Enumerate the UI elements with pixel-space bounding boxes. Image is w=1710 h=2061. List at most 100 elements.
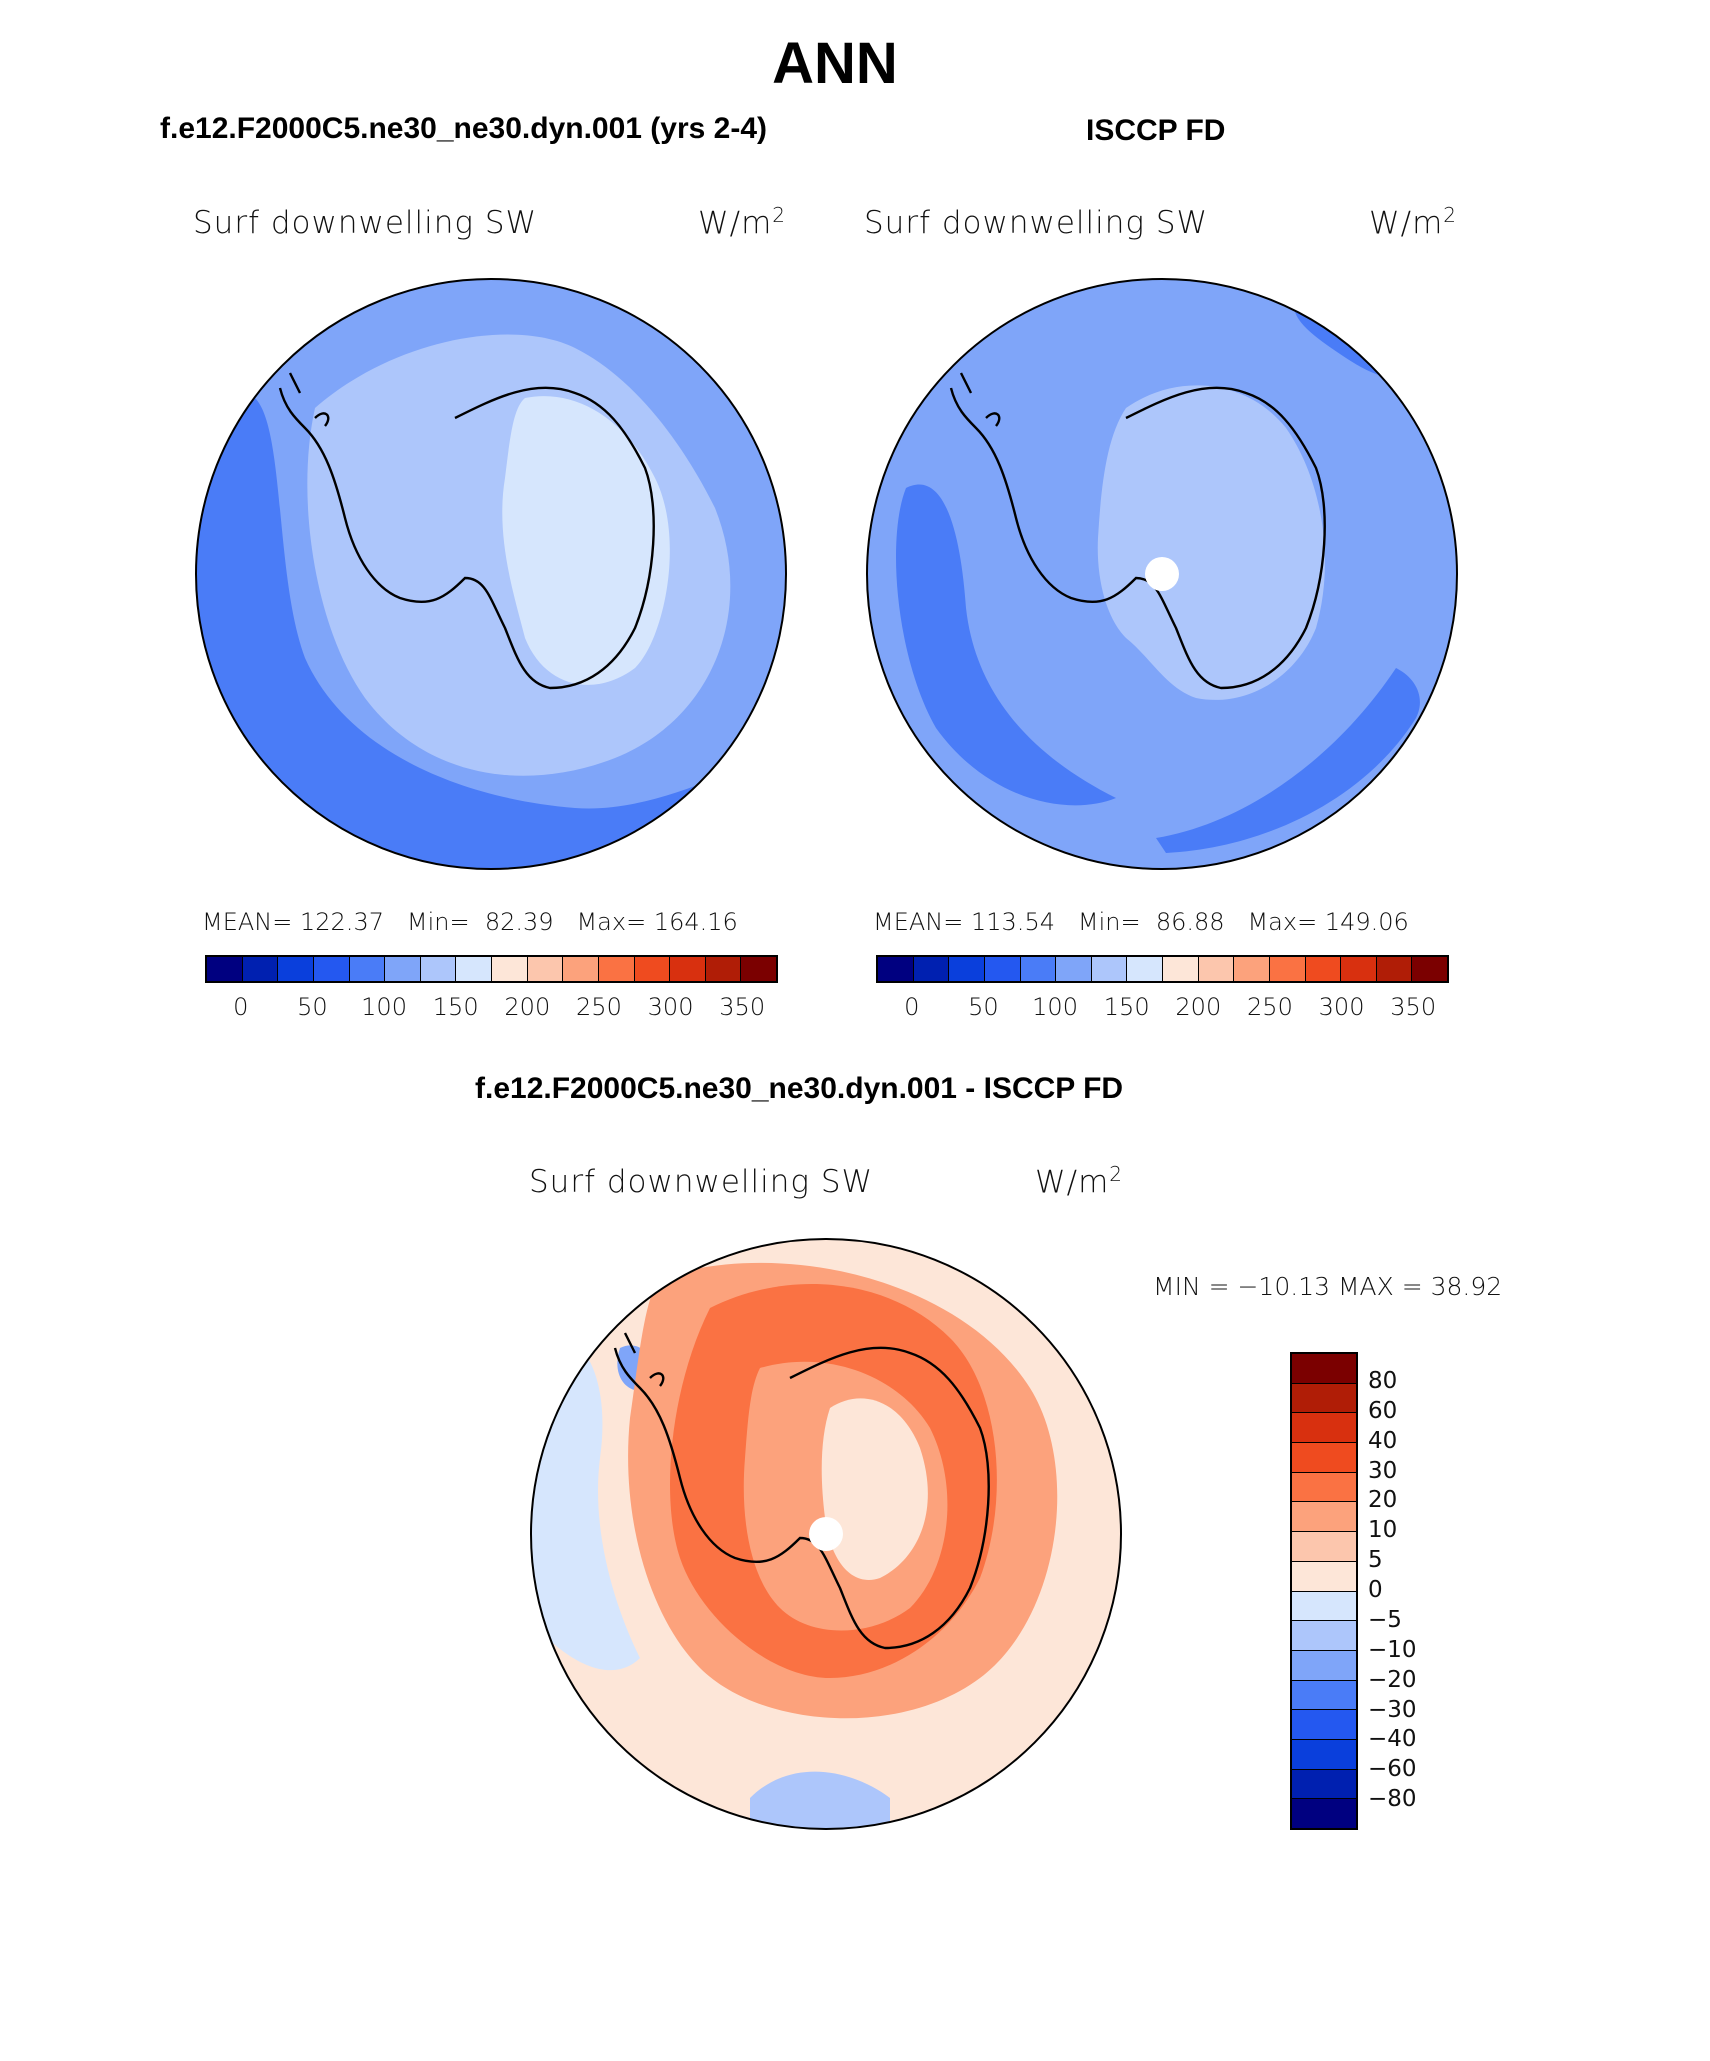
colorbar-swatch bbox=[1091, 957, 1128, 981]
colorbar-swatch bbox=[1292, 1710, 1356, 1740]
map-low-band-east bbox=[1156, 668, 1420, 853]
diff-case-title: f.e12.F2000C5.ne30_ne30.dyn.001 - ISCCP … bbox=[475, 1072, 1124, 1105]
colorbar-tick-label: −60 bbox=[1368, 1756, 1417, 1783]
colorbar-swatch bbox=[1020, 957, 1057, 981]
colorbar-swatch bbox=[1292, 1650, 1356, 1681]
colorbar-swatch bbox=[1292, 1413, 1356, 1444]
colorbar-swatch bbox=[1292, 1769, 1356, 1800]
map-plateau bbox=[502, 396, 670, 685]
panel2-colorbar-ticks: 0 50 100 150 200 250 300 350 bbox=[876, 993, 1449, 1023]
colorbar-swatch bbox=[878, 957, 914, 981]
pole-missing-data bbox=[1145, 557, 1179, 591]
diff-variable-label: Surf downwelling SW bbox=[529, 1164, 874, 1200]
map-coastline bbox=[613, 1332, 990, 1650]
colorbar-swatch bbox=[1056, 957, 1092, 981]
colorbar-swatch bbox=[1292, 1383, 1356, 1414]
panel2-colorbar bbox=[876, 955, 1449, 983]
panel2-variable-label: Surf downwelling SW bbox=[864, 205, 1209, 241]
map-low-band-west bbox=[896, 484, 1116, 806]
colorbar-swatch bbox=[527, 957, 564, 981]
colorbar-tick-label: 150 bbox=[432, 993, 479, 1021]
colorbar-tick-label: 0 bbox=[1368, 1577, 1383, 1603]
colorbar-tick-label: 250 bbox=[576, 993, 622, 1021]
colorbar-swatch bbox=[1292, 1561, 1356, 1592]
colorbar-swatch bbox=[242, 957, 279, 981]
colorbar-swatch bbox=[1292, 1354, 1356, 1384]
colorbar-tick-label: 350 bbox=[719, 993, 766, 1021]
panel2-units-label: W/m2 bbox=[1369, 203, 1458, 242]
map-continent-fill bbox=[1097, 385, 1325, 700]
colorbar-swatch bbox=[1292, 1621, 1356, 1651]
colorbar-swatch bbox=[1292, 1472, 1356, 1503]
colorbar-swatch bbox=[385, 957, 421, 981]
diff-colorbar bbox=[1290, 1352, 1358, 1830]
colorbar-tick-label: 40 bbox=[1368, 1427, 1398, 1454]
colorbar-swatch bbox=[1305, 957, 1342, 981]
colorbar-swatch bbox=[1341, 957, 1377, 981]
colorbar-swatch bbox=[1292, 1680, 1356, 1711]
colorbar-tick-label: 80 bbox=[1368, 1367, 1398, 1394]
colorbar-swatch bbox=[705, 957, 742, 981]
colorbar-tick-label: 10 bbox=[1368, 1517, 1398, 1544]
colorbar-tick-label: 100 bbox=[361, 993, 407, 1021]
diff-colorbar-ticks: 80 60 40 30 20 10 5 0 −5 −10 −20 −30 −40 −60 −80 bbox=[1368, 1352, 1468, 1830]
colorbar-tick-label: −5 bbox=[1368, 1606, 1402, 1633]
panel2-case-title: ISCCP FD bbox=[1086, 114, 1226, 147]
colorbar-tick-label: 20 bbox=[1368, 1487, 1398, 1514]
colorbar-tick-label: 250 bbox=[1247, 993, 1293, 1021]
panel1-stats: MEAN= 122.37 Min= 82.39 Max= 164.16 bbox=[202, 908, 738, 936]
diff-minmax-label: MIN = −10.13 MAX = 38.92 bbox=[1153, 1272, 1503, 1301]
panel1-polar-map bbox=[195, 278, 787, 870]
panel1-units-label: W/m2 bbox=[698, 203, 787, 242]
map-low-band bbox=[196, 378, 786, 869]
pole-missing-data bbox=[809, 1517, 843, 1551]
colorbar-swatch bbox=[492, 957, 528, 981]
colorbar-tick-label: −30 bbox=[1368, 1696, 1417, 1723]
colorbar-swatch bbox=[634, 957, 671, 981]
colorbar-swatch bbox=[420, 957, 457, 981]
colorbar-tick-label: 350 bbox=[1390, 993, 1437, 1021]
colorbar-swatch bbox=[984, 957, 1021, 981]
colorbar-tick-label: −80 bbox=[1368, 1786, 1417, 1813]
colorbar-swatch bbox=[278, 957, 314, 981]
colorbar-swatch bbox=[670, 957, 706, 981]
colorbar-tick-label: 30 bbox=[1368, 1457, 1398, 1484]
panel2-stats: MEAN= 113.54 Min= 86.88 Max= 149.06 bbox=[873, 908, 1409, 936]
colorbar-tick-label: 50 bbox=[968, 993, 999, 1021]
colorbar-swatch bbox=[207, 957, 243, 981]
colorbar-swatch bbox=[1163, 957, 1199, 981]
colorbar-swatch bbox=[1127, 957, 1163, 981]
colorbar-swatch bbox=[598, 957, 635, 981]
colorbar-swatch bbox=[1376, 957, 1413, 981]
colorbar-swatch bbox=[1412, 957, 1447, 981]
colorbar-swatch bbox=[949, 957, 985, 981]
colorbar-swatch bbox=[1292, 1502, 1356, 1533]
colorbar-tick-label: −40 bbox=[1368, 1726, 1417, 1753]
colorbar-tick-label: 0 bbox=[904, 993, 920, 1021]
panel1-colorbar-ticks: 0 50 100 150 200 250 300 350 bbox=[205, 993, 778, 1023]
map-plateau bbox=[821, 1398, 928, 1580]
colorbar-tick-label: 300 bbox=[1318, 993, 1365, 1021]
colorbar-tick-label: 5 bbox=[1368, 1547, 1383, 1574]
colorbar-tick-label: −10 bbox=[1368, 1636, 1417, 1663]
figure-title: ANN bbox=[772, 31, 898, 96]
colorbar-tick-label: 100 bbox=[1032, 993, 1078, 1021]
colorbar-swatch bbox=[1292, 1532, 1356, 1562]
colorbar-swatch bbox=[913, 957, 950, 981]
colorbar-swatch bbox=[1292, 1799, 1356, 1828]
panel2-polar-map bbox=[866, 278, 1458, 870]
colorbar-swatch bbox=[1292, 1443, 1356, 1473]
colorbar-tick-label: 200 bbox=[504, 993, 551, 1021]
colorbar-swatch bbox=[1292, 1739, 1356, 1770]
colorbar-swatch bbox=[741, 957, 776, 981]
colorbar-tick-label: 200 bbox=[1175, 993, 1222, 1021]
colorbar-swatch bbox=[563, 957, 599, 981]
colorbar-swatch bbox=[313, 957, 350, 981]
panel1-variable-label: Surf downwelling SW bbox=[193, 205, 538, 241]
panel1-colorbar bbox=[205, 955, 778, 983]
diff-polar-map bbox=[530, 1238, 1122, 1830]
colorbar-swatch bbox=[1234, 957, 1270, 981]
colorbar-tick-label: 300 bbox=[647, 993, 694, 1021]
map-coastline bbox=[949, 372, 1326, 690]
panel1-case-title: f.e12.F2000C5.ne30_ne30.dyn.001 (yrs 2-4… bbox=[160, 112, 768, 145]
